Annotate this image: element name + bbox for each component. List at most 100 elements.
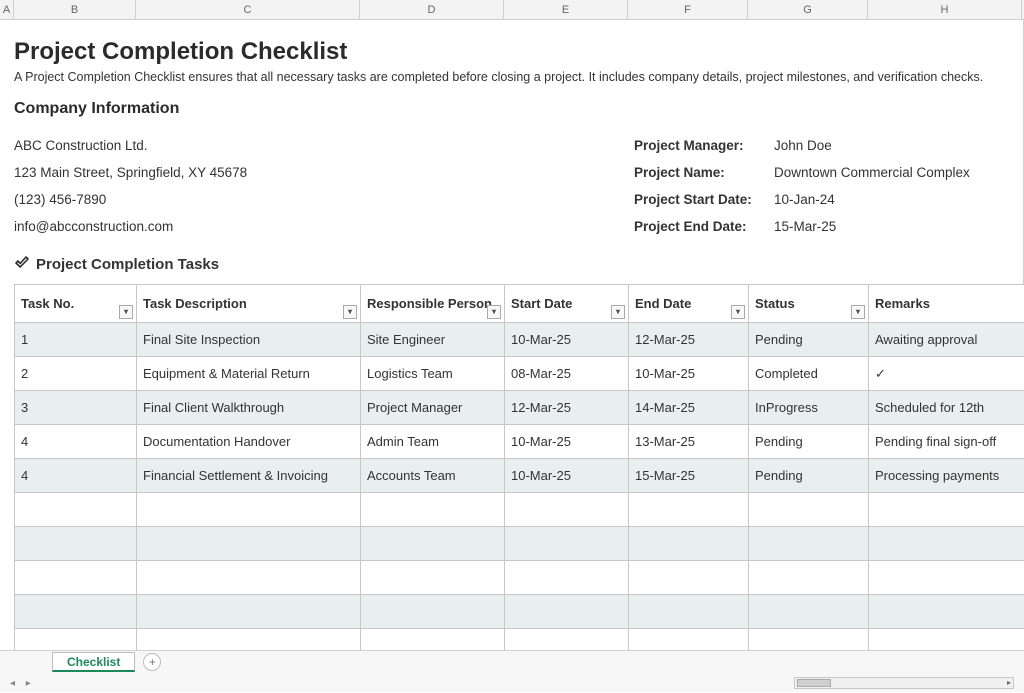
table-cell[interactable]: Pending final sign-off bbox=[869, 425, 1024, 459]
table-cell[interactable]: Accounts Team bbox=[361, 459, 505, 493]
table-cell[interactable] bbox=[505, 493, 629, 527]
table-cell[interactable]: 12-Mar-25 bbox=[629, 323, 749, 357]
table-row[interactable] bbox=[15, 493, 1024, 527]
table-cell[interactable] bbox=[629, 561, 749, 595]
table-cell[interactable] bbox=[15, 561, 137, 595]
table-cell[interactable] bbox=[361, 561, 505, 595]
add-sheet-button[interactable]: + bbox=[143, 653, 161, 671]
scrollbar-thumb[interactable] bbox=[797, 679, 831, 687]
table-cell[interactable] bbox=[869, 561, 1024, 595]
filter-dropdown-icon[interactable]: ▾ bbox=[119, 305, 133, 319]
column-header-A[interactable]: A bbox=[0, 0, 14, 19]
table-row[interactable]: 4Financial Settlement & InvoicingAccount… bbox=[15, 459, 1024, 493]
column-header-C[interactable]: C bbox=[136, 0, 360, 19]
column-header-E[interactable]: E bbox=[504, 0, 628, 19]
horizontal-scrollbar[interactable]: ◂ ▸ bbox=[794, 677, 1014, 689]
table-cell[interactable]: InProgress bbox=[749, 391, 869, 425]
filter-dropdown-icon[interactable]: ▾ bbox=[851, 305, 865, 319]
filter-dropdown-icon[interactable]: ▾ bbox=[611, 305, 625, 319]
column-header-H[interactable]: H bbox=[868, 0, 1022, 19]
table-cell[interactable] bbox=[505, 595, 629, 629]
table-cell[interactable] bbox=[137, 595, 361, 629]
table-cell[interactable]: 14-Mar-25 bbox=[629, 391, 749, 425]
table-cell[interactable]: 10-Mar-25 bbox=[505, 425, 629, 459]
table-row[interactable] bbox=[15, 527, 1024, 561]
table-cell[interactable]: Admin Team bbox=[361, 425, 505, 459]
table-cell[interactable]: 4 bbox=[15, 459, 137, 493]
table-cell[interactable]: Final Client Walkthrough bbox=[137, 391, 361, 425]
table-cell[interactable]: Pending bbox=[749, 323, 869, 357]
table-row[interactable] bbox=[15, 561, 1024, 595]
table-cell[interactable] bbox=[15, 595, 137, 629]
filter-dropdown-icon[interactable]: ▾ bbox=[343, 305, 357, 319]
table-cell[interactable]: 4 bbox=[15, 425, 137, 459]
table-cell[interactable]: Completed bbox=[749, 357, 869, 391]
table-cell[interactable] bbox=[629, 493, 749, 527]
table-cell[interactable]: Pending bbox=[749, 425, 869, 459]
column-header-B[interactable]: B bbox=[14, 0, 136, 19]
table-cell[interactable]: 3 bbox=[15, 391, 137, 425]
table-cell[interactable] bbox=[749, 493, 869, 527]
table-row[interactable] bbox=[15, 595, 1024, 629]
column-header[interactable]: Task Description ▾ bbox=[137, 285, 361, 323]
table-cell[interactable] bbox=[869, 493, 1024, 527]
table-cell[interactable]: Financial Settlement & Invoicing bbox=[137, 459, 361, 493]
table-cell[interactable] bbox=[749, 561, 869, 595]
table-cell[interactable] bbox=[137, 561, 361, 595]
table-cell[interactable] bbox=[15, 493, 137, 527]
table-cell[interactable] bbox=[361, 595, 505, 629]
table-cell[interactable] bbox=[15, 527, 137, 561]
table-cell[interactable] bbox=[749, 527, 869, 561]
sheet-nav-arrows[interactable]: ◂ ▸ bbox=[10, 678, 35, 689]
table-row[interactable]: 4Documentation HandoverAdmin Team10-Mar-… bbox=[15, 425, 1024, 459]
table-row[interactable]: 3Final Client WalkthroughProject Manager… bbox=[15, 391, 1024, 425]
table-cell[interactable]: 15-Mar-25 bbox=[629, 459, 749, 493]
table-cell[interactable] bbox=[869, 595, 1024, 629]
column-header-F[interactable]: F bbox=[628, 0, 748, 19]
table-cell[interactable]: Project Manager bbox=[361, 391, 505, 425]
table-cell[interactable]: 10-Mar-25 bbox=[505, 323, 629, 357]
column-header[interactable]: Start Date▾ bbox=[505, 285, 629, 323]
table-row[interactable]: 1Final Site InspectionSite Engineer10-Ma… bbox=[15, 323, 1024, 357]
table-cell[interactable] bbox=[361, 493, 505, 527]
column-header[interactable]: Remarks▾ bbox=[869, 285, 1024, 323]
table-cell[interactable] bbox=[361, 527, 505, 561]
table-cell[interactable]: 2 bbox=[15, 357, 137, 391]
column-header-G[interactable]: G bbox=[748, 0, 868, 19]
column-header-D[interactable]: D bbox=[360, 0, 504, 19]
table-cell[interactable]: Documentation Handover bbox=[137, 425, 361, 459]
table-row[interactable]: 2Equipment & Material ReturnLogistics Te… bbox=[15, 357, 1024, 391]
table-cell[interactable]: 1 bbox=[15, 323, 137, 357]
table-cell[interactable] bbox=[137, 527, 361, 561]
table-cell[interactable]: Logistics Team bbox=[361, 357, 505, 391]
table-cell[interactable] bbox=[505, 527, 629, 561]
table-cell[interactable] bbox=[629, 527, 749, 561]
table-cell[interactable]: Site Engineer bbox=[361, 323, 505, 357]
table-cell[interactable] bbox=[629, 595, 749, 629]
column-header[interactable]: End Date▾ bbox=[629, 285, 749, 323]
table-cell[interactable] bbox=[505, 561, 629, 595]
table-cell[interactable]: 10-Mar-25 bbox=[629, 357, 749, 391]
table-cell[interactable]: Final Site Inspection bbox=[137, 323, 361, 357]
column-header[interactable]: Status▾ bbox=[749, 285, 869, 323]
column-header[interactable]: Task No.▾ bbox=[15, 285, 137, 323]
table-cell[interactable]: 13-Mar-25 bbox=[629, 425, 749, 459]
filter-dropdown-icon[interactable]: ▾ bbox=[731, 305, 745, 319]
column-header[interactable]: Responsible Person▾ bbox=[361, 285, 505, 323]
scroll-right-icon[interactable]: ▸ bbox=[1003, 678, 1015, 688]
table-cell[interactable]: Awaiting approval bbox=[869, 323, 1024, 357]
table-cell[interactable] bbox=[749, 595, 869, 629]
column-label: Task Description bbox=[143, 296, 247, 311]
table-cell[interactable]: Scheduled for 12th bbox=[869, 391, 1024, 425]
table-cell[interactable]: 10-Mar-25 bbox=[505, 459, 629, 493]
table-cell[interactable]: Processing payments bbox=[869, 459, 1024, 493]
filter-dropdown-icon[interactable]: ▾ bbox=[487, 305, 501, 319]
table-cell[interactable]: ✓ bbox=[869, 357, 1024, 391]
table-cell[interactable] bbox=[137, 493, 361, 527]
table-cell[interactable]: Pending bbox=[749, 459, 869, 493]
sheet-tab-checklist[interactable]: Checklist bbox=[52, 652, 135, 672]
table-cell[interactable] bbox=[869, 527, 1024, 561]
table-cell[interactable]: 12-Mar-25 bbox=[505, 391, 629, 425]
table-cell[interactable]: Equipment & Material Return bbox=[137, 357, 361, 391]
table-cell[interactable]: 08-Mar-25 bbox=[505, 357, 629, 391]
